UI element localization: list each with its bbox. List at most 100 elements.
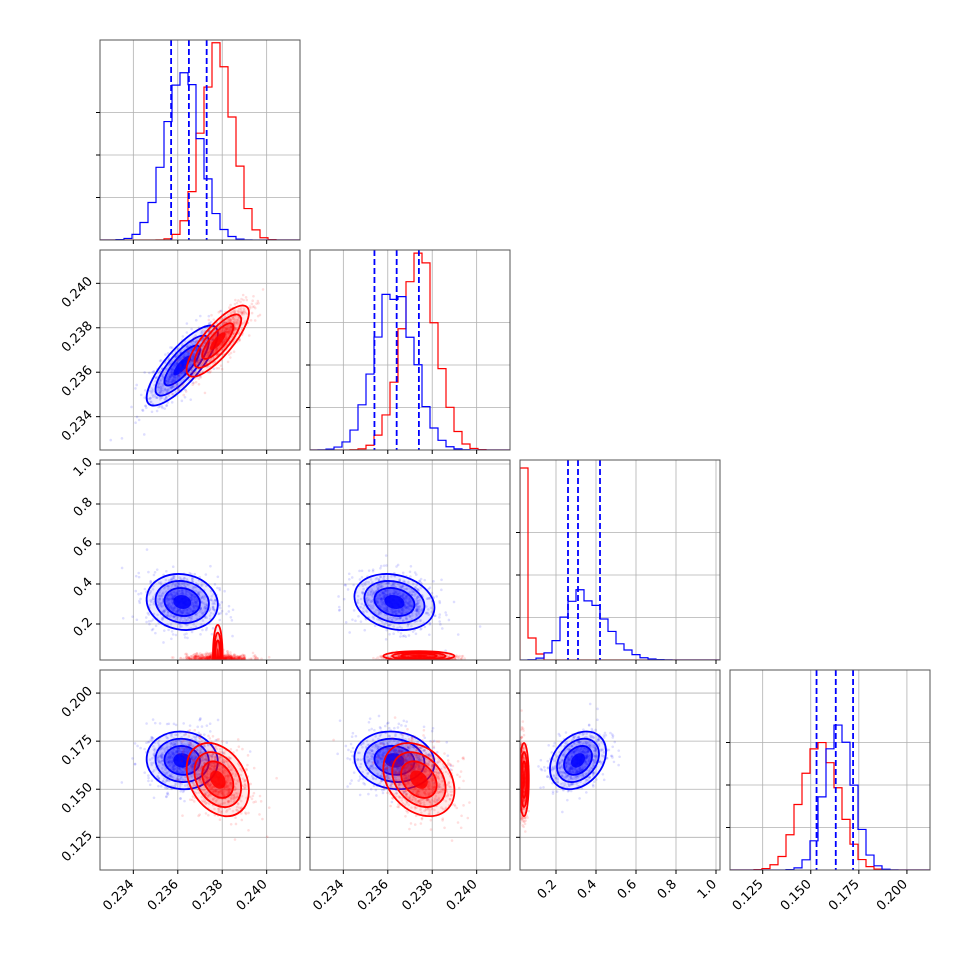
scatter-point <box>157 371 161 375</box>
scatter-point <box>183 375 187 378</box>
scatter-point <box>428 654 431 658</box>
scatter-point <box>203 606 207 609</box>
scatter-point <box>187 583 190 587</box>
scatter-point <box>229 329 233 332</box>
scatter-point <box>428 597 431 600</box>
scatter-point <box>183 581 187 585</box>
scatter-point <box>208 722 212 726</box>
scatter-point <box>171 378 174 381</box>
scatter-point <box>149 580 153 583</box>
scatter-point <box>386 577 390 581</box>
panel-frame <box>99 249 301 451</box>
scatter-point <box>179 656 183 660</box>
scatter-point <box>387 581 391 585</box>
scatter-point <box>191 342 194 346</box>
scatter-point <box>382 574 386 578</box>
y-tick-label: 0.238 <box>59 319 96 356</box>
scatter-point <box>207 657 210 660</box>
scatter-point <box>185 654 189 658</box>
scatter-point <box>229 615 233 619</box>
panel-2-2 <box>516 459 721 664</box>
scatter-point <box>342 597 346 601</box>
scatter-point <box>415 609 419 612</box>
scatter-point <box>235 320 239 324</box>
contour-line <box>163 344 201 387</box>
scatter-point <box>173 594 177 597</box>
scatter-point <box>174 743 178 746</box>
scatter-point <box>170 614 174 618</box>
scatter-point <box>377 612 381 615</box>
scatter-point <box>173 753 177 757</box>
scatter-point <box>206 350 210 354</box>
scatter-point <box>187 743 191 747</box>
contour-line <box>201 322 235 360</box>
scatter-point <box>425 611 428 615</box>
scatter-point <box>205 351 208 354</box>
scatter-point <box>184 656 188 659</box>
scatter-point <box>201 628 204 632</box>
scatter-point <box>227 327 231 331</box>
scatter-point <box>171 582 175 586</box>
scatter-point <box>171 373 174 377</box>
scatter-point <box>187 612 190 616</box>
scatter-point <box>378 594 382 597</box>
scatter-point <box>208 351 212 354</box>
scatter-point <box>381 600 384 604</box>
scatter-point <box>168 756 172 759</box>
scatter-point <box>152 573 156 577</box>
scatter-point <box>243 310 247 314</box>
scatter-point <box>161 780 165 783</box>
scatter-point <box>171 368 174 371</box>
scatter-point <box>203 758 207 762</box>
scatter-point <box>189 611 192 614</box>
scatter-point <box>223 653 226 657</box>
scatter-point <box>388 607 392 611</box>
scatter-point <box>379 575 383 579</box>
scatter-point <box>229 653 233 656</box>
scatter-point <box>230 656 234 660</box>
scatter-point <box>378 593 382 597</box>
scatter-point <box>239 300 242 304</box>
scatter-point <box>256 314 260 318</box>
scatter-point <box>216 718 220 722</box>
scatter-point <box>237 657 241 660</box>
scatter-point <box>401 609 404 613</box>
scatter-point <box>393 581 396 585</box>
scatter-point <box>170 593 174 597</box>
scatter-point <box>178 784 182 788</box>
scatter-point <box>370 588 374 591</box>
scatter-point <box>382 595 386 598</box>
scatter-point <box>208 371 212 374</box>
scatter-point <box>180 624 183 628</box>
scatter-point <box>386 609 389 612</box>
scatter-point <box>391 611 395 615</box>
scatter-point <box>196 346 199 349</box>
scatter-point <box>229 328 233 332</box>
scatter-point <box>190 597 194 600</box>
scatter-point <box>383 593 387 596</box>
scatter-point <box>160 405 164 408</box>
scatter-point <box>381 591 385 595</box>
scatter-point <box>227 353 231 356</box>
scatter-point <box>223 656 227 660</box>
scatter-point <box>154 631 157 635</box>
scatter-point <box>175 770 178 773</box>
scatter-point <box>171 374 174 378</box>
scatter-point <box>228 655 231 658</box>
scatter-point <box>145 741 148 745</box>
scatter-point <box>184 593 187 596</box>
scatter-point <box>147 613 151 616</box>
scatter-point <box>362 607 365 610</box>
scatter-point <box>152 600 156 604</box>
scatter-point <box>189 398 193 401</box>
scatter-point <box>399 586 403 589</box>
scatter-point <box>249 657 252 660</box>
scatter-point <box>167 628 170 632</box>
scatter-point <box>247 657 250 660</box>
contour-line <box>163 587 201 617</box>
scatter-point <box>242 309 246 312</box>
scatter-point <box>194 655 197 658</box>
scatter-point <box>243 655 247 659</box>
scatter-point <box>173 584 177 588</box>
scatter-point <box>168 752 171 756</box>
